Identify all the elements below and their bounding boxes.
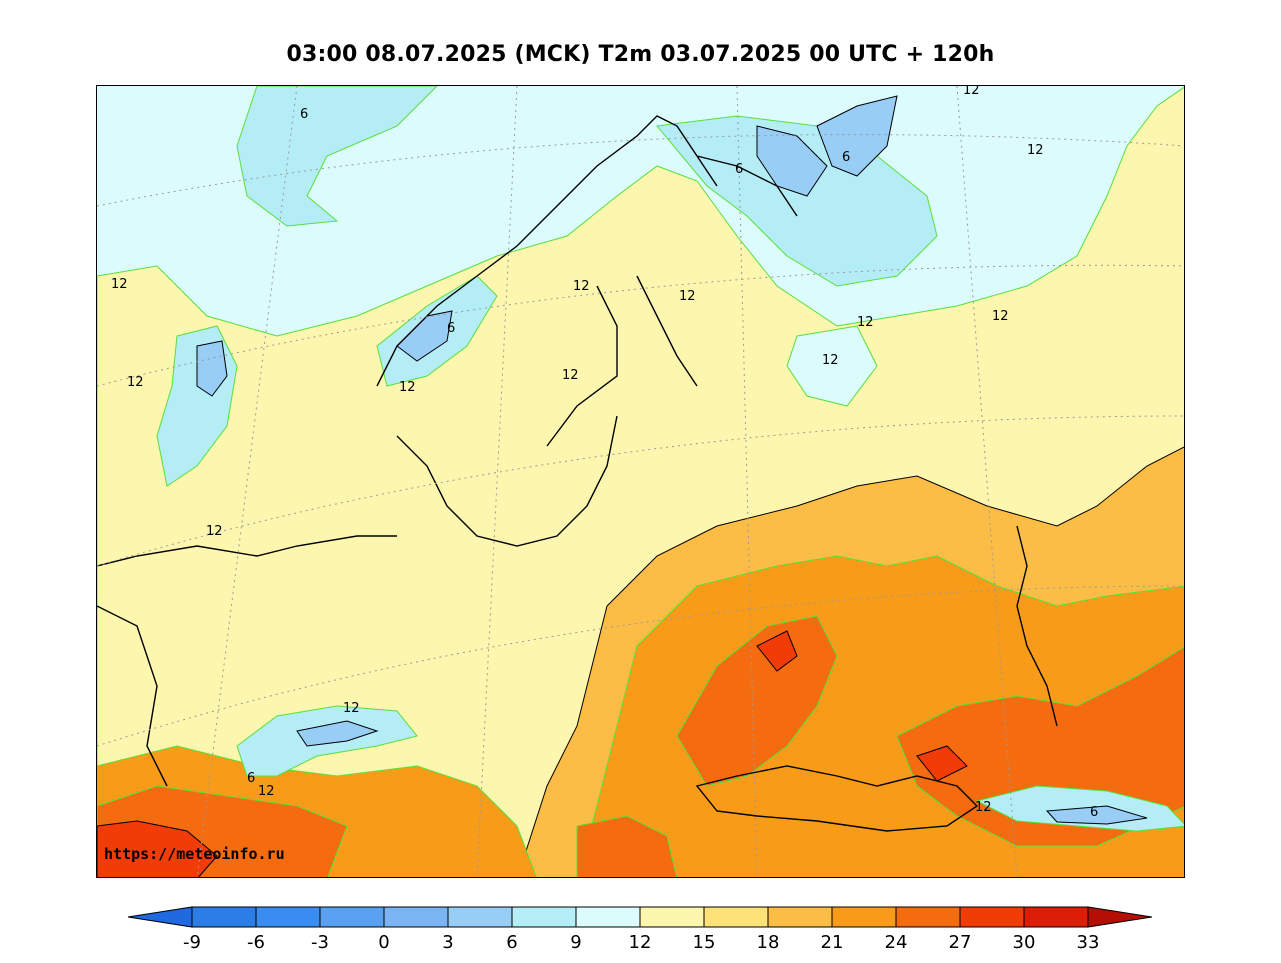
colorbar-ticks: -9 -6 -3 0 3 6 9 12 15 18 21 24 27 30 33 [183,932,1099,953]
colorbar-segment [383,906,449,928]
contour-label: 12 [111,277,128,292]
contour-label: 12 [1027,143,1044,158]
colorbar-tick-label: 21 [821,932,844,953]
hot-zone-greece [576,815,678,877]
contour-label: 12 [857,315,874,330]
colorbar-tick-label: -3 [311,932,329,953]
colorbar-segment [447,906,513,928]
colorbar-segment [511,906,577,928]
contour-label: 6 [735,162,743,177]
cold-zone-caucasus-core [1045,805,1148,825]
contour-label: 6 [300,107,308,122]
cold-zone-alps-core [296,720,379,747]
colorbar-tick-label: -6 [247,932,265,953]
contour-label: 12 [206,524,223,539]
coastline-baltic [396,415,618,547]
contour-label: 12 [679,289,696,304]
contour-label: 12 [573,279,590,294]
contour-label: 6 [1090,805,1098,820]
cold-zone-6 [236,86,438,227]
colorbar-segment [1023,906,1089,928]
colorbar-tick-label: 6 [506,932,517,953]
temperature-colorbar: -9 -6 -3 0 3 6 9 12 15 18 21 24 27 30 33 [127,906,1153,953]
contour-label: 12 [343,701,360,716]
coastline-caspian [1016,525,1058,727]
cold-zone-white-sea [786,325,878,407]
map-canvas: 12 6 6 6 12 12 12 12 12 6 12 12 12 12 12… [97,86,1184,877]
colorbar-segment [767,906,833,928]
colorbar-segment [959,906,1025,928]
hot-zone-27 [676,615,838,787]
colorbar-segment [319,906,385,928]
colorbar-tick-label: 3 [442,932,453,953]
colorbar-tick-label: 18 [757,932,780,953]
contour-label: 12 [127,375,144,390]
coastline-blacksea [695,765,979,832]
source-watermark[interactable]: https://meteoinfo.ru [104,845,285,863]
cold-zone-novaya [816,95,898,177]
contour-labels: 12 6 6 6 12 12 12 12 12 6 12 12 12 12 12… [111,86,1098,820]
colorbar-over-arrow [1087,906,1153,928]
colorbar-segment [255,906,321,928]
temperature-map: 12 6 6 6 12 12 12 12 12 6 12 12 12 12 12… [96,85,1185,878]
contour-label: 12 [992,309,1009,324]
colorbar-tick-label: -9 [183,932,201,953]
contour-label: 12 [562,368,579,383]
coastline-europe-west [97,535,397,787]
colorbar-tick-label: 12 [629,932,652,953]
contour-label: 12 [822,353,839,368]
colorbar-segment [831,906,897,928]
colorbar-under-arrow [127,906,193,928]
colorbar-tick-label: 15 [693,932,716,953]
hot-zone-30 [756,630,798,672]
colorbar-tick-label: 24 [885,932,908,953]
colorbar-tick-label: 27 [949,932,972,953]
colorbar-segments [127,906,1153,928]
coastline-scandinavia [376,115,798,447]
colorbar-tick-label: 30 [1013,932,1036,953]
colorbar-tick-label: 9 [570,932,581,953]
contour-label: 6 [447,321,455,336]
hot-zone-italy-peak [97,820,218,877]
colorbar-tick-label: 0 [378,932,389,953]
hot-zone-30-caucasus [916,745,968,782]
colorbar-segment [639,906,705,928]
graticule [97,86,1184,877]
colorbar-segment [575,906,641,928]
cold-zone-britain-core [196,340,228,397]
colorbar-tick-label: 33 [1077,932,1100,953]
contour-label: 12 [975,800,992,815]
contour-label: 12 [258,784,275,799]
colorbar-segment [703,906,769,928]
cold-zone-kara [756,125,828,197]
contour-label: 12 [963,86,980,98]
contour-label: 6 [247,771,255,786]
colorbar-segment [895,906,961,928]
contour-label: 6 [842,150,850,165]
map-title: 03:00 08.07.2025 (MCK) T2m 03.07.2025 00… [286,42,995,67]
contour-label: 12 [399,380,416,395]
colorbar-segment [191,906,257,928]
